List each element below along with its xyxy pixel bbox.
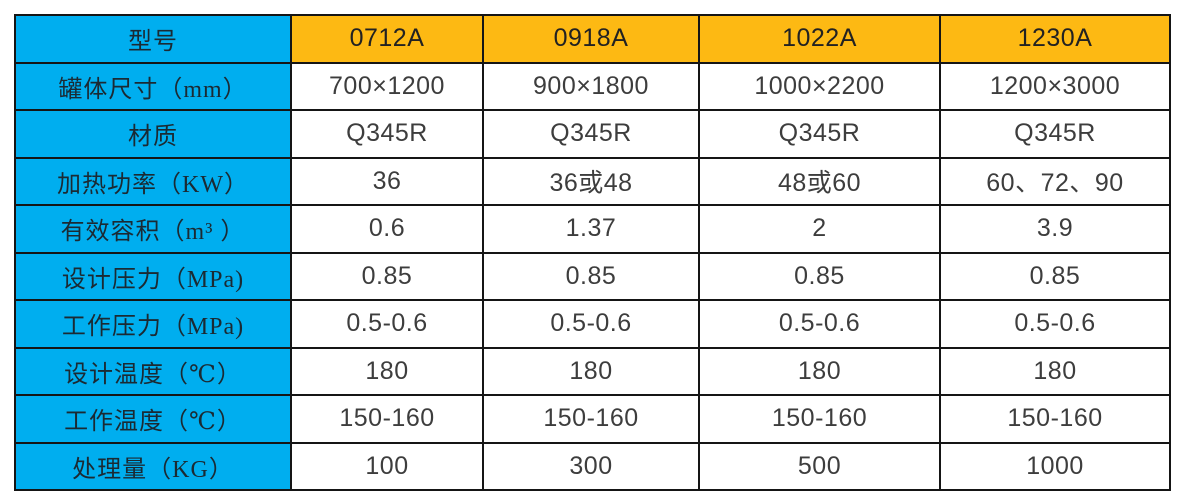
spec-row: 工作温度（℃） 150-160 150-160 150-160 150-160 [14, 394, 1171, 444]
spec-row: 设计温度（℃） 180 180 180 180 [14, 346, 1171, 396]
spec-row: 有效容积（m³ ） 0.6 1.37 2 3.9 [14, 204, 1171, 254]
spec-value-cell: 180 [939, 346, 1171, 396]
spec-value-cell: 150-160 [939, 394, 1171, 444]
row-label-cell: 罐体尺寸（mm） [14, 61, 292, 111]
spec-value-cell: 300 [482, 441, 700, 491]
spec-value-cell: 500 [698, 441, 941, 491]
spec-value-cell: 180 [290, 346, 484, 396]
row-label-cell: 处理量（KG） [14, 441, 292, 491]
row-label-cell: 有效容积（m³ ） [14, 204, 292, 254]
spec-row: 设计压力（MPa) 0.85 0.85 0.85 0.85 [14, 251, 1171, 301]
model-header-cell-0712A: 0712A [290, 14, 484, 64]
spec-value-cell: 150-160 [482, 394, 700, 444]
spec-value-cell: Q345R [290, 109, 484, 159]
row-label-cell: 材质 [14, 109, 292, 159]
spec-value-cell: 0.85 [482, 251, 700, 301]
spec-row: 工作压力（MPa) 0.5-0.6 0.5-0.6 0.5-0.6 0.5-0.6 [14, 299, 1171, 349]
row-label-cell: 工作压力（MPa) [14, 299, 292, 349]
row-label-cell: 设计压力（MPa) [14, 251, 292, 301]
spec-row: 材质 Q345R Q345R Q345R Q345R [14, 109, 1171, 159]
spec-value-cell: Q345R [939, 109, 1171, 159]
spec-value-cell: 36或48 [482, 156, 700, 206]
spec-value-cell: 0.5-0.6 [939, 299, 1171, 349]
spec-value-cell: 3.9 [939, 204, 1171, 254]
spec-row: 罐体尺寸（mm） 700×1200 900×1800 1000×2200 1200×30… [14, 61, 1171, 111]
spec-value-cell: 100 [290, 441, 484, 491]
spec-value-cell: 1000 [939, 441, 1171, 491]
header-label-cell: 型号 [14, 14, 292, 64]
spec-value-cell: 900×1800 [482, 61, 700, 111]
spec-value-cell: 0.85 [698, 251, 941, 301]
spec-value-cell: 2 [698, 204, 941, 254]
spec-value-cell: 0.6 [290, 204, 484, 254]
spec-value-cell: 1.37 [482, 204, 700, 254]
spec-value-cell: 0.5-0.6 [482, 299, 700, 349]
model-header-row: 型号 0712A 0918A 1022A 1230A [14, 14, 1171, 64]
spec-value-cell: Q345R [698, 109, 941, 159]
row-label-cell: 工作温度（℃） [14, 394, 292, 444]
spec-value-cell: 48或60 [698, 156, 941, 206]
spec-value-cell: 1000×2200 [698, 61, 941, 111]
spec-value-cell: 180 [698, 346, 941, 396]
spec-row: 处理量（KG） 100 300 500 1000 [14, 441, 1171, 491]
spec-value-cell: 0.85 [290, 251, 484, 301]
spec-value-cell: 180 [482, 346, 700, 396]
row-label-cell: 设计温度（℃） [14, 346, 292, 396]
spec-value-cell: 700×1200 [290, 61, 484, 111]
model-header-cell-1230A: 1230A [939, 14, 1171, 64]
model-header-cell-1022A: 1022A [698, 14, 941, 64]
spec-value-cell: 60、72、90 [939, 156, 1171, 206]
spec-value-cell: 0.5-0.6 [290, 299, 484, 349]
row-label-cell: 加热功率（KW） [14, 156, 292, 206]
model-header-cell-0918A: 0918A [482, 14, 700, 64]
spec-table: 型号 0712A 0918A 1022A 1230A 罐体尺寸（mm） 700×1… [14, 14, 1171, 491]
spec-value-cell: 150-160 [290, 394, 484, 444]
spec-value-cell: 0.85 [939, 251, 1171, 301]
spec-value-cell: 150-160 [698, 394, 941, 444]
spec-value-cell: 1200×3000 [939, 61, 1171, 111]
spec-value-cell: 36 [290, 156, 484, 206]
spec-row: 加热功率（KW） 36 36或48 48或60 60、72、90 [14, 156, 1171, 206]
spec-value-cell: 0.5-0.6 [698, 299, 941, 349]
spec-value-cell: Q345R [482, 109, 700, 159]
